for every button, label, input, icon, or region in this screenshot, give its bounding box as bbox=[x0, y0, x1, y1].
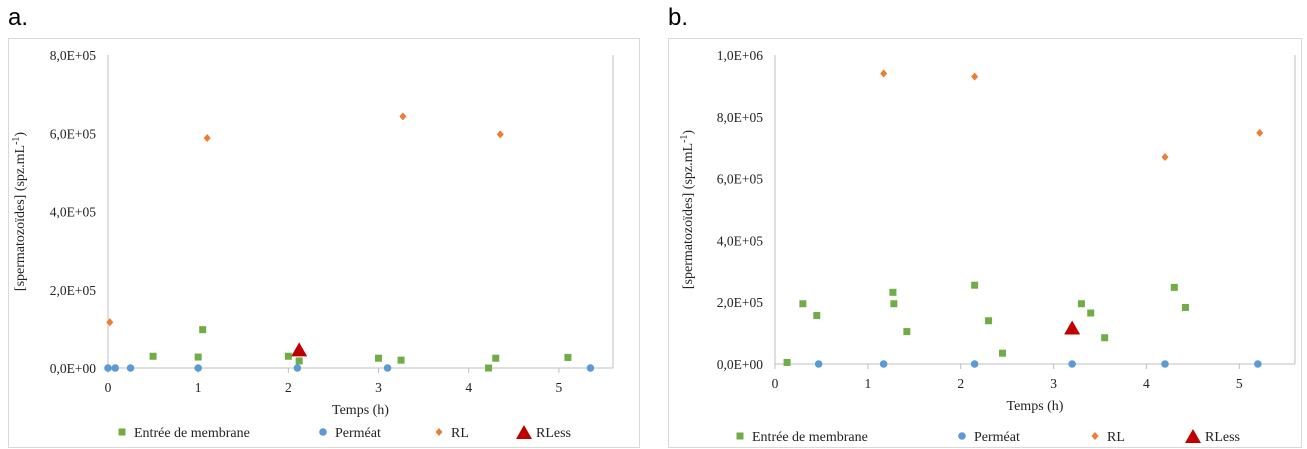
chart-b-legend-label-triangle: RLess bbox=[1205, 430, 1240, 445]
chart-a-point-square bbox=[397, 356, 405, 364]
chart-b-point-square bbox=[1181, 303, 1189, 311]
chart-b-y-tick-label: 0,0E+00 bbox=[717, 357, 763, 372]
chart-b-point-square bbox=[1170, 283, 1178, 291]
chart-a-point-circle bbox=[293, 364, 302, 372]
chart-a-y-tick-label: 4,0E+05 bbox=[50, 205, 96, 220]
chart-a-legend-marker-diamond bbox=[435, 428, 443, 436]
chart-b-x-tick-label: 5 bbox=[1236, 376, 1243, 391]
chart-a-x-axis-title: Temps (h) bbox=[332, 403, 389, 418]
chart-b-legend-label-square: Entrée de membrane bbox=[752, 430, 868, 445]
chart-a-point-diamond bbox=[203, 133, 211, 142]
chart-a-legend-label-triangle: RLess bbox=[536, 426, 571, 441]
chart-a-point-square bbox=[194, 353, 202, 361]
chart-a-point-square bbox=[492, 354, 500, 362]
chart-a-point-circle bbox=[104, 364, 112, 372]
chart-b-y-axis-title: [spermatozoïdes] (spz.mL-1) bbox=[679, 130, 697, 290]
chart-b-x-tick-label: 2 bbox=[957, 376, 964, 391]
chart-a-y-axis-title: [spermatozoïdes] (spz.mL-1) bbox=[11, 132, 29, 292]
chart-b-point-square bbox=[1101, 334, 1109, 342]
chart-b-point-square bbox=[985, 317, 993, 325]
chart-a-point-triangle bbox=[291, 342, 308, 357]
chart-b-x-axis-title: Temps (h) bbox=[1007, 399, 1064, 414]
chart-b-legend-label-circle: Perméat bbox=[974, 430, 1020, 445]
chart-b-point-circle bbox=[1068, 360, 1076, 368]
chart-a-legend-marker-square bbox=[118, 428, 126, 436]
chart-b-legend-marker-triangle bbox=[1185, 429, 1201, 443]
chart-b-y-tick-label: 2,0E+05 bbox=[717, 295, 763, 310]
chart-b-legend-label-diamond: RL bbox=[1107, 430, 1125, 445]
chart-b-point-square bbox=[813, 311, 821, 319]
chart-b-point-square bbox=[903, 328, 911, 336]
chart-b-frame bbox=[668, 38, 1302, 448]
chart-a-point-square bbox=[485, 364, 493, 372]
chart-b-point-circle bbox=[1254, 360, 1262, 368]
chart-a-point-circle bbox=[586, 364, 595, 372]
chart-a-point-circle bbox=[194, 364, 202, 372]
chart-b-point-square bbox=[783, 358, 791, 366]
chart-b-point-square bbox=[799, 300, 807, 308]
chart-a-point-circle bbox=[111, 364, 120, 372]
chart-b-y-tick-label: 4,0E+05 bbox=[717, 233, 763, 248]
chart-b-y-tick-label: 8,0E+05 bbox=[717, 110, 763, 125]
chart-b-legend-marker-square bbox=[736, 432, 744, 440]
chart-a-legend-label-diamond: RL bbox=[451, 426, 469, 441]
chart-a-legend-label-circle: Perméat bbox=[335, 426, 381, 441]
chart-a-y-tick-label: 0,0E+00 bbox=[50, 361, 96, 376]
chart-a-point-circle bbox=[383, 364, 392, 372]
chart-a-point-diamond bbox=[399, 112, 407, 121]
chart-a-x-tick-label: 0 bbox=[105, 380, 112, 395]
chart-b-point-square bbox=[1077, 300, 1085, 308]
chart-a-y-tick-label: 8,0E+05 bbox=[50, 48, 96, 63]
chart-a-x-tick-label: 5 bbox=[556, 380, 563, 395]
chart-b-point-diamond bbox=[971, 72, 979, 81]
chart-b-point-square bbox=[1087, 309, 1095, 317]
chart-a-x-tick-label: 1 bbox=[195, 380, 202, 395]
chart-a-y-tick-label: 6,0E+05 bbox=[50, 126, 96, 141]
chart-b-point-circle bbox=[1161, 360, 1169, 368]
chart-b-y-tick-label: 6,0E+05 bbox=[717, 172, 763, 187]
chart-b-y-tick-label: 1,0E+06 bbox=[717, 48, 763, 63]
chart-b-point-diamond bbox=[1256, 128, 1264, 137]
chart-b-legend-marker-circle bbox=[958, 432, 966, 440]
chart-b-legend-marker-diamond bbox=[1091, 432, 1099, 440]
chart-b-point-circle bbox=[879, 360, 888, 368]
chart-a-legend-marker-circle bbox=[319, 428, 327, 436]
chart-b-point-square bbox=[999, 349, 1006, 357]
chart-b-point-square bbox=[889, 288, 897, 296]
panel-label-a: a. bbox=[8, 4, 29, 31]
chart-a-legend-marker-triangle bbox=[516, 425, 532, 439]
chart-a-x-tick-label: 4 bbox=[465, 380, 472, 395]
chart-a-point-diamond bbox=[496, 130, 504, 139]
chart-a-x-tick-label: 3 bbox=[375, 380, 382, 395]
chart-b-x-tick-label: 0 bbox=[772, 376, 779, 391]
chart-a-point-square bbox=[149, 352, 157, 360]
chart-a-frame bbox=[8, 38, 640, 448]
chart-b-point-diamond bbox=[1161, 152, 1169, 161]
chart-b-point-triangle bbox=[1064, 320, 1081, 335]
chart-b-x-tick-label: 1 bbox=[864, 376, 871, 391]
chart-b-point-diamond bbox=[880, 69, 888, 78]
chart-a-y-tick-label: 2,0E+05 bbox=[50, 283, 96, 298]
chart-b-point-square bbox=[890, 300, 898, 308]
chart-a-point-circle bbox=[126, 364, 135, 372]
panel-label-b: b. bbox=[668, 4, 689, 31]
chart-a-point-square bbox=[375, 354, 383, 362]
chart-a-point-square bbox=[199, 326, 207, 334]
chart-b-point-square bbox=[971, 281, 979, 289]
chart-a-point-square bbox=[295, 357, 303, 365]
chart-b-point-circle bbox=[814, 360, 823, 368]
chart-a-x-tick-label: 2 bbox=[285, 380, 292, 395]
chart-a-point-square bbox=[284, 352, 292, 360]
chart-b-point-circle bbox=[970, 360, 979, 368]
chart-b-x-tick-label: 4 bbox=[1143, 376, 1150, 391]
chart-a-legend-label-square: Entrée de membrane bbox=[134, 426, 250, 441]
chart-b-x-tick-label: 3 bbox=[1050, 376, 1057, 391]
chart-a-point-diamond bbox=[106, 318, 114, 327]
chart-a-point-square bbox=[564, 353, 572, 361]
